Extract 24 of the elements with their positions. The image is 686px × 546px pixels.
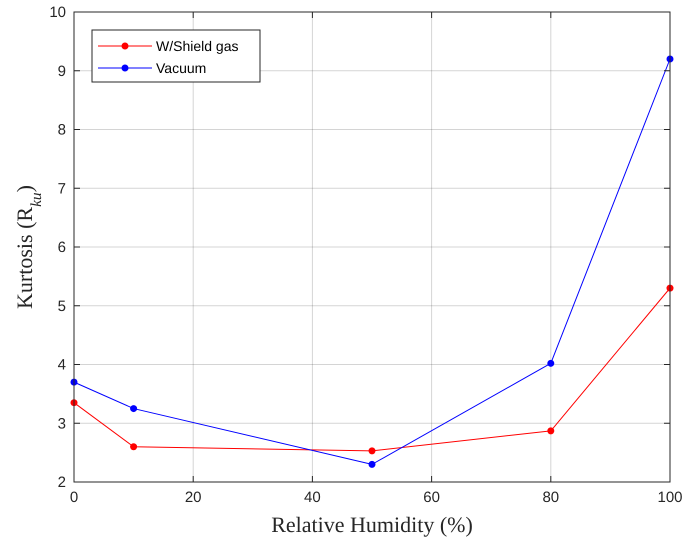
y-tick-label: 8 bbox=[58, 122, 66, 138]
legend-label: Vacuum bbox=[156, 60, 206, 76]
y-tick-label: 4 bbox=[58, 356, 66, 374]
x-tick-label: 80 bbox=[542, 489, 560, 506]
x-tick-label: 100 bbox=[657, 489, 683, 506]
point bbox=[130, 405, 138, 412]
point bbox=[547, 427, 554, 434]
x-tick-label: 40 bbox=[304, 489, 321, 506]
point bbox=[547, 360, 554, 367]
x-tick-label: 20 bbox=[184, 489, 202, 506]
y-tick-label: 10 bbox=[49, 4, 66, 21]
point bbox=[130, 443, 138, 450]
y-tick-label: 2 bbox=[58, 474, 66, 491]
x-tick-label: 0 bbox=[70, 489, 78, 506]
x-axis-title: Relative Humidity (%) bbox=[271, 512, 473, 537]
y-tick-label: 3 bbox=[58, 415, 66, 432]
y-tick-label: 5 bbox=[58, 298, 66, 315]
y-tick-label: 9 bbox=[58, 62, 66, 80]
y-tick-label: 7 bbox=[58, 180, 66, 198]
x-tick-label: 60 bbox=[423, 489, 440, 506]
point bbox=[368, 460, 376, 468]
legend-label: W/Shield gas bbox=[156, 38, 238, 54]
point bbox=[368, 447, 376, 454]
y-tick-label: 6 bbox=[58, 239, 66, 256]
